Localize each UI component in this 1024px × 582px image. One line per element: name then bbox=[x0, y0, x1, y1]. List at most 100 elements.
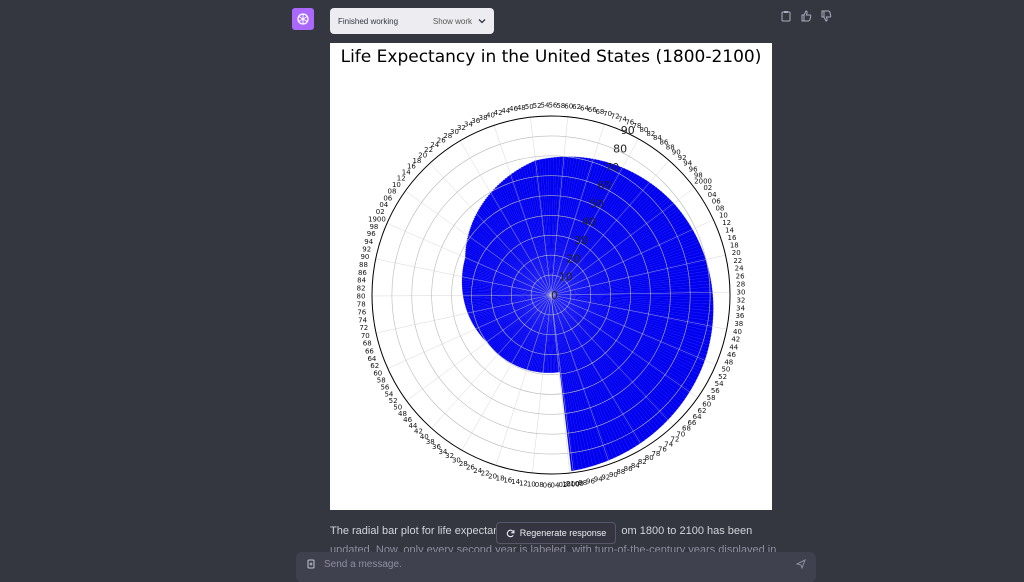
grid-spoke bbox=[550, 124, 605, 296]
radial-tick-30: 30 bbox=[574, 234, 588, 247]
year-label-1984: 84 bbox=[653, 134, 662, 142]
year-label-1822: 22 bbox=[481, 470, 490, 478]
year-label-1996: 96 bbox=[689, 165, 698, 173]
grid-circle-20 bbox=[510, 254, 592, 336]
year-label-1970: 70 bbox=[603, 110, 612, 118]
year-label-1954: 54 bbox=[541, 102, 550, 110]
year-label-2000: 2000 bbox=[694, 178, 712, 186]
year-label-1950: 50 bbox=[525, 103, 534, 111]
year-label-2054: 54 bbox=[715, 380, 724, 388]
show-work-button[interactable]: Show work bbox=[433, 17, 486, 26]
year-label-2002: 02 bbox=[703, 184, 712, 192]
year-label-1862: 62 bbox=[370, 362, 379, 370]
grid-spoke bbox=[550, 254, 726, 296]
thumbs-down-icon[interactable] bbox=[820, 9, 832, 22]
grid-spoke bbox=[406, 294, 552, 401]
grid-spoke bbox=[429, 162, 552, 296]
send-icon[interactable] bbox=[796, 559, 806, 569]
grid-spoke bbox=[550, 294, 698, 398]
year-label-1906: 06 bbox=[383, 194, 392, 202]
year-label-1932: 32 bbox=[457, 124, 466, 132]
year-label-1880: 80 bbox=[357, 293, 366, 301]
year-label-2058: 58 bbox=[707, 394, 716, 402]
year-label-2024: 24 bbox=[735, 265, 744, 273]
year-label-2032: 32 bbox=[736, 296, 745, 304]
radial-bar-chart: Life Expectancy in the United States (18… bbox=[341, 47, 762, 490]
year-label-2078: 78 bbox=[651, 450, 660, 458]
assistant-avatar bbox=[292, 8, 314, 30]
grid-spoke bbox=[550, 294, 716, 366]
year-label-1914: 14 bbox=[402, 169, 411, 177]
year-label-2050: 50 bbox=[721, 366, 730, 374]
message-line1-start: The radial bar plot for life expectan bbox=[330, 525, 500, 537]
year-label-1864: 64 bbox=[367, 355, 376, 363]
year-label-1976: 76 bbox=[625, 119, 634, 127]
grid-spoke bbox=[550, 294, 674, 426]
attachment-icon[interactable] bbox=[306, 559, 316, 569]
year-label-1946: 46 bbox=[509, 105, 518, 113]
year-label-2042: 42 bbox=[731, 336, 740, 344]
year-label-1812: 12 bbox=[519, 480, 528, 488]
year-label-1828: 28 bbox=[459, 460, 468, 468]
year-label-2048: 48 bbox=[724, 358, 733, 366]
radial-tick-0: 0 bbox=[551, 289, 558, 302]
grid-spoke bbox=[550, 294, 610, 465]
year-label-1942: 42 bbox=[494, 109, 503, 117]
year-label-2076: 76 bbox=[658, 445, 667, 453]
year-label-1816: 16 bbox=[503, 477, 512, 485]
year-label-1846: 46 bbox=[403, 416, 412, 424]
year-label-1808: 08 bbox=[535, 481, 544, 489]
year-label-2056: 56 bbox=[711, 387, 720, 395]
year-label-1892: 92 bbox=[362, 245, 371, 253]
year-label-1952: 52 bbox=[533, 102, 542, 110]
regenerate-label: Regenerate response bbox=[519, 528, 607, 538]
year-label-1850: 50 bbox=[393, 404, 402, 412]
year-label-2070: 70 bbox=[676, 430, 685, 438]
grid-spoke bbox=[550, 219, 714, 296]
year-label-1814: 14 bbox=[511, 478, 520, 486]
year-label-1804: 04 bbox=[551, 482, 560, 490]
year-label-1834: 34 bbox=[438, 448, 447, 456]
year-label-2062: 62 bbox=[698, 407, 707, 415]
grid-spoke bbox=[550, 116, 568, 296]
grid-spoke bbox=[371, 294, 552, 297]
radial-tick-80: 80 bbox=[613, 143, 627, 156]
year-label-2060: 60 bbox=[702, 400, 711, 408]
grid-group bbox=[371, 115, 731, 475]
year-label-2082: 82 bbox=[638, 458, 647, 466]
clipboard-icon[interactable] bbox=[780, 9, 792, 22]
year-label-2096: 96 bbox=[586, 477, 595, 485]
message-input[interactable] bbox=[322, 557, 796, 571]
year-label-1918: 18 bbox=[412, 157, 421, 165]
refresh-icon bbox=[506, 529, 515, 537]
radial-tick-70: 70 bbox=[605, 161, 619, 174]
regenerate-button[interactable]: Regenerate response bbox=[496, 522, 616, 544]
grid-spoke bbox=[431, 294, 552, 429]
year-label-1870: 70 bbox=[361, 332, 370, 340]
year-label-1894: 94 bbox=[364, 238, 373, 246]
year-label-2092: 92 bbox=[601, 473, 610, 481]
message-composer bbox=[296, 552, 816, 582]
year-label-2080: 80 bbox=[645, 454, 654, 462]
year-label-1874: 74 bbox=[358, 316, 367, 324]
year-label-2014: 14 bbox=[725, 226, 734, 234]
year-label-1882: 82 bbox=[357, 285, 366, 293]
grid-spoke bbox=[461, 294, 552, 451]
year-label-1916: 16 bbox=[407, 163, 416, 171]
year-label-1990: 90 bbox=[672, 149, 681, 157]
year-label-1824: 24 bbox=[473, 467, 482, 475]
year-label-1844: 44 bbox=[408, 422, 417, 430]
year-label-1938: 38 bbox=[479, 114, 488, 122]
year-label-1994: 94 bbox=[683, 160, 692, 168]
radial-tick-20: 20 bbox=[567, 252, 581, 265]
year-label-1832: 32 bbox=[445, 452, 454, 460]
year-label-1896: 96 bbox=[367, 230, 376, 238]
year-label-1960: 60 bbox=[564, 102, 573, 110]
year-label-1972: 72 bbox=[611, 113, 620, 121]
thumbs-up-icon[interactable] bbox=[800, 9, 812, 22]
year-label-2100: 2100 bbox=[566, 480, 584, 488]
bars-group bbox=[461, 156, 714, 471]
year-label-1854: 54 bbox=[384, 391, 393, 399]
year-label-1926: 26 bbox=[437, 136, 446, 144]
year-label-1964: 64 bbox=[580, 105, 589, 113]
